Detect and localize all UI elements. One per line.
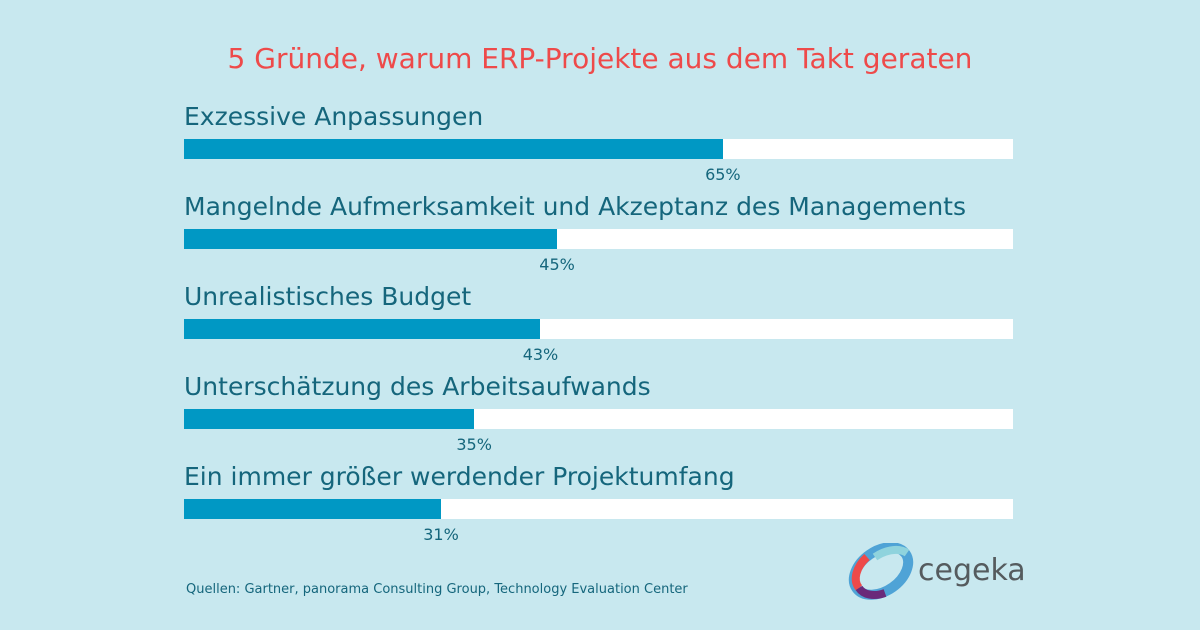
bar-track bbox=[184, 409, 1013, 429]
data-label: 35% bbox=[456, 435, 492, 454]
bar-track bbox=[184, 229, 1013, 249]
bar-track bbox=[184, 139, 1013, 159]
data-label: 31% bbox=[423, 525, 459, 544]
category-label: Exzessive Anpassungen bbox=[184, 102, 484, 131]
bar bbox=[184, 229, 558, 249]
category-label: Unterschätzung des Arbeitsaufwands bbox=[184, 372, 651, 401]
bar bbox=[184, 409, 475, 429]
logo-text: cegeka bbox=[918, 553, 1026, 588]
source-note: Quellen: Gartner, panorama Consulting Gr… bbox=[186, 582, 688, 597]
data-label: 43% bbox=[522, 345, 559, 364]
bar bbox=[184, 499, 441, 519]
chart-title: 5 Gründe, warum ERP-Projekte aus dem Tak… bbox=[227, 42, 973, 75]
bar bbox=[184, 139, 723, 159]
bar-track bbox=[184, 319, 1013, 339]
bar bbox=[184, 319, 541, 339]
data-label: 65% bbox=[705, 165, 741, 184]
data-label: 45% bbox=[539, 255, 575, 274]
bar-track bbox=[184, 499, 1013, 519]
cegeka-logo-icon bbox=[848, 543, 914, 600]
category-label: Unrealistisches Budget bbox=[184, 282, 472, 311]
category-label: Ein immer größer werdender Projektumfang bbox=[184, 462, 735, 491]
category-label: Mangelnde Aufmerksamkeit und Akzeptanz d… bbox=[184, 192, 966, 221]
